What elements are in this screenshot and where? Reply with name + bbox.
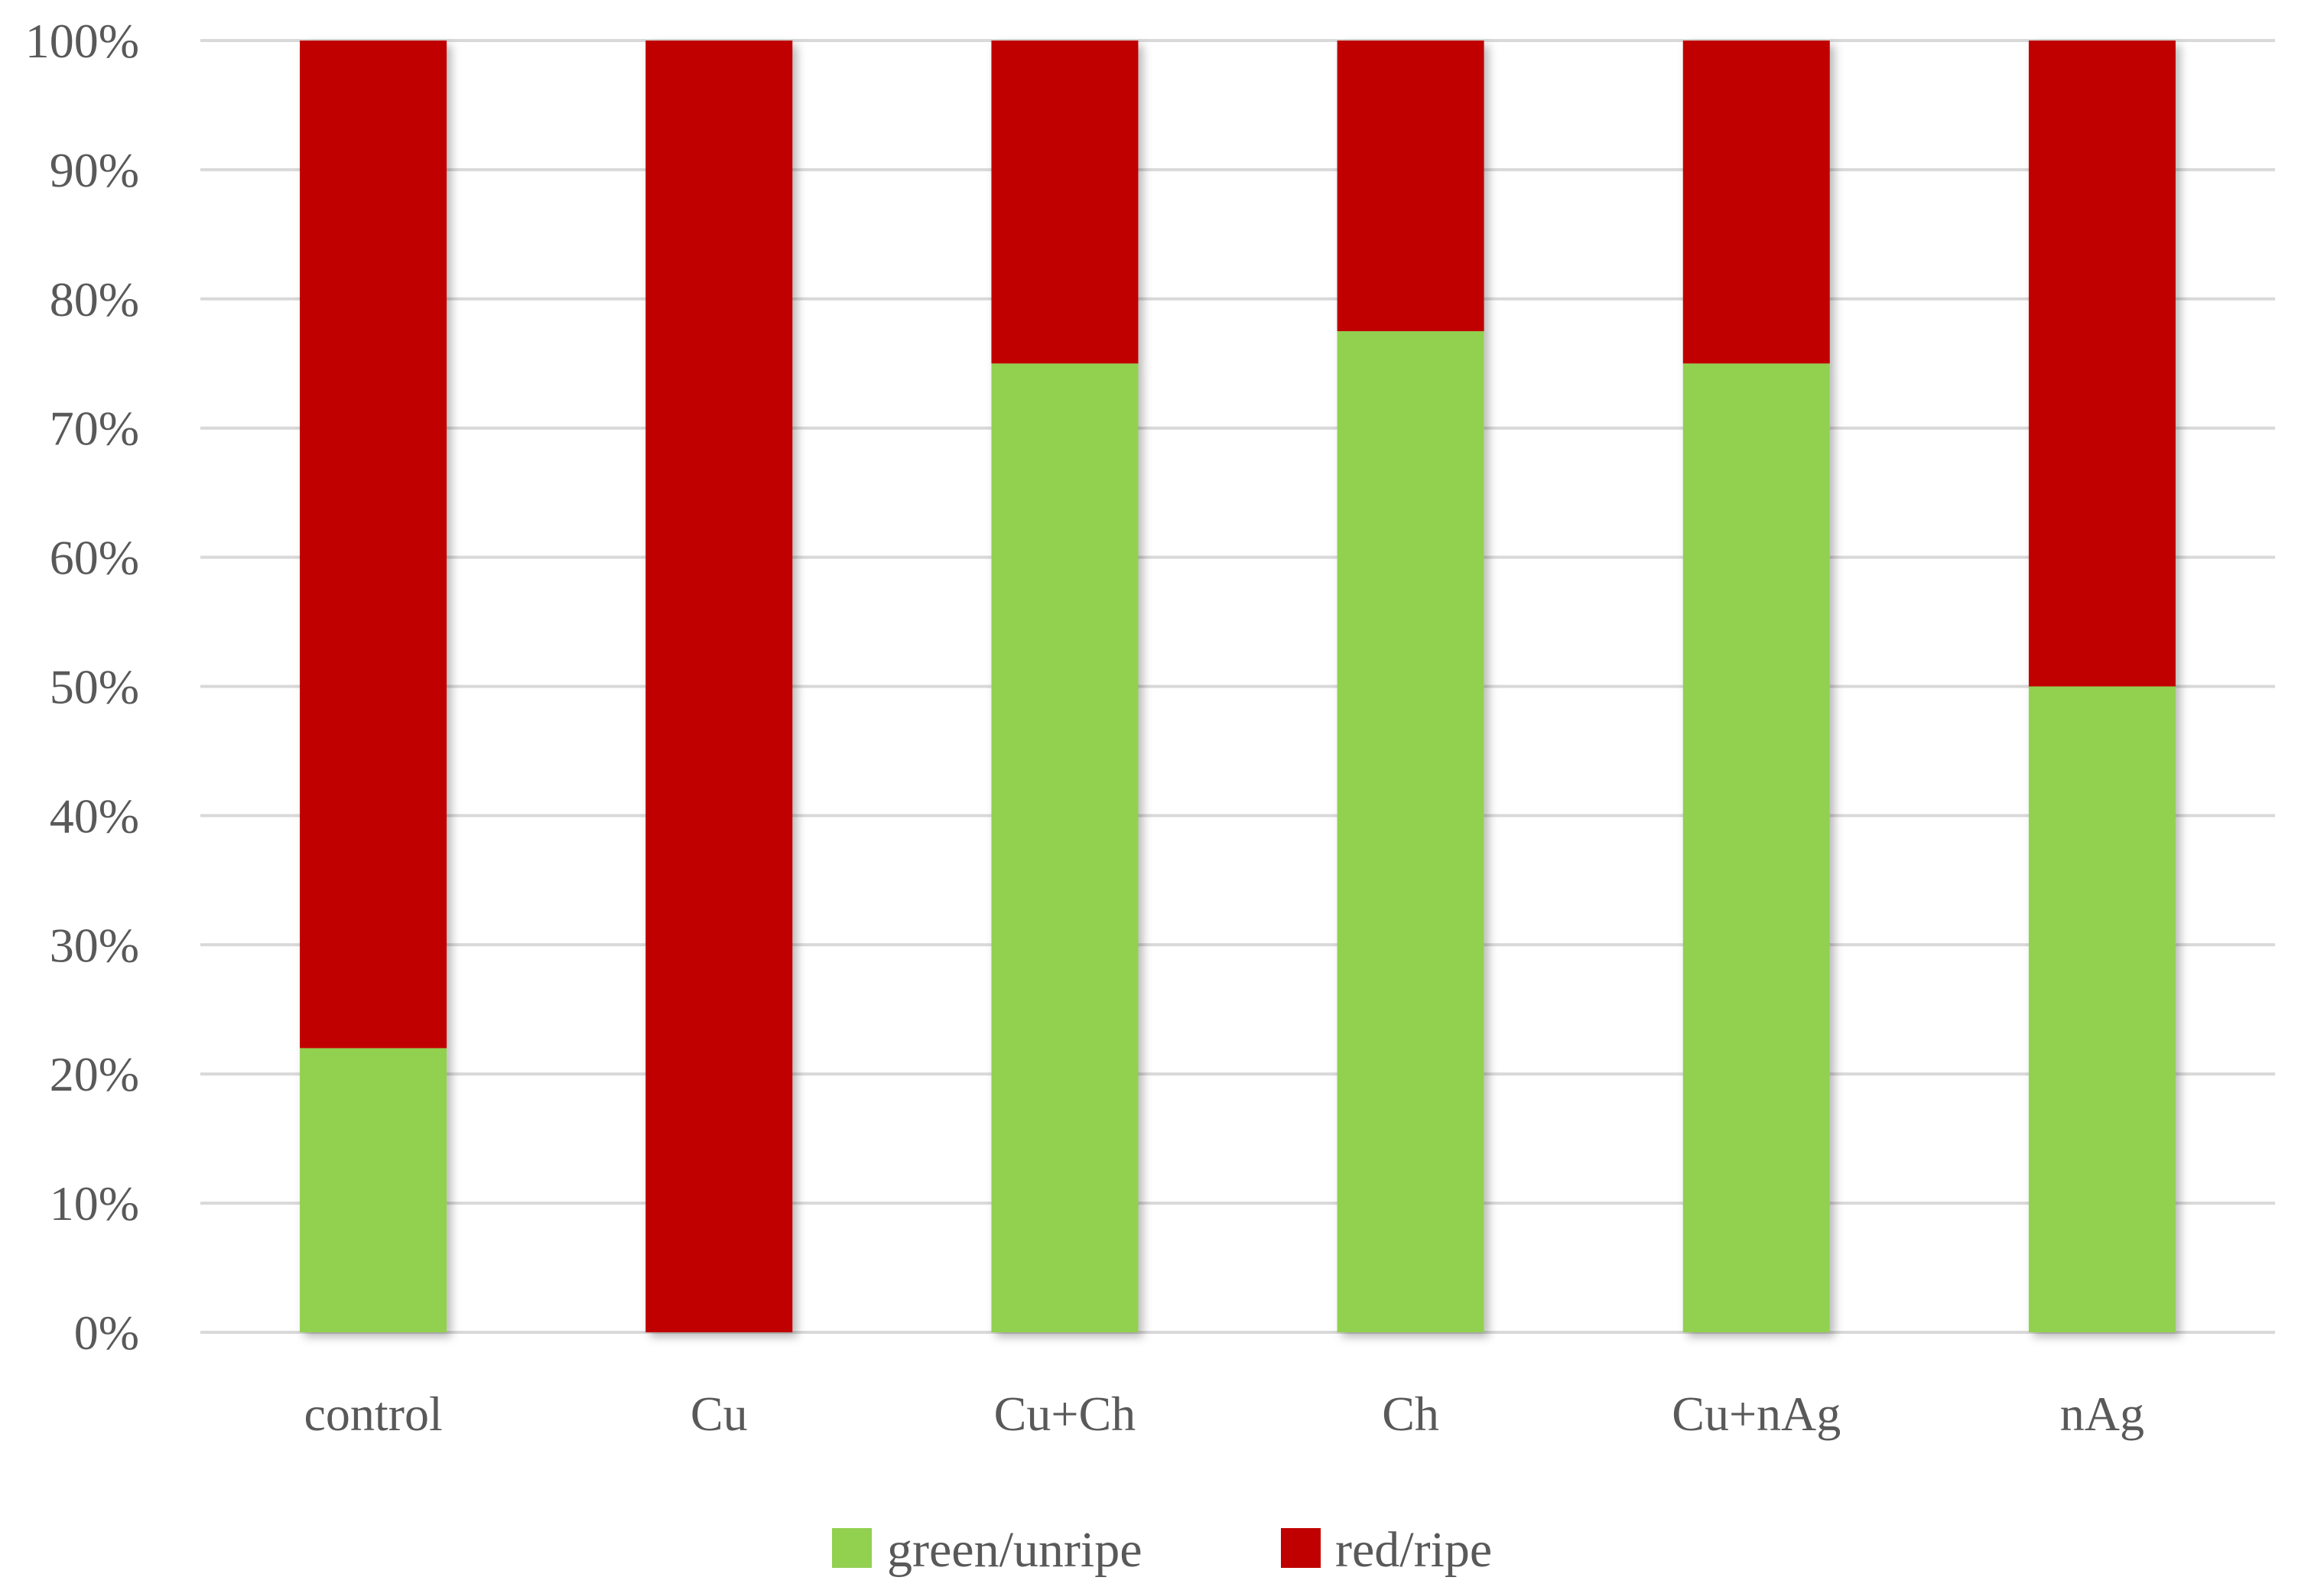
bar-stack-control xyxy=(300,41,447,1332)
bar-green-unripe xyxy=(1337,331,1484,1332)
y-tick-label: 60% xyxy=(50,531,139,585)
bar-green-unripe xyxy=(2028,686,2176,1332)
x-tick-label: Ch xyxy=(1382,1387,1439,1441)
legend-item-red-ripe: red/ripe xyxy=(1281,1522,1492,1578)
bar-red-ripe xyxy=(1337,41,1484,332)
x-axis-category-labels: control Cu Cu+Ch Ch Cu+nAg nAg xyxy=(304,1387,2144,1441)
bar-stack-cu-ch xyxy=(991,41,1139,1332)
bar-stack-cu xyxy=(645,41,793,1332)
y-tick-label: 90% xyxy=(50,143,139,197)
bar-red-ripe xyxy=(2028,41,2176,687)
bar-red-ripe xyxy=(645,41,793,1332)
gridlines xyxy=(200,39,2275,1334)
bar-stack-ch xyxy=(1337,41,1484,1332)
bar-green-unripe xyxy=(300,1048,447,1332)
bar-stack-nag xyxy=(2028,41,2176,1332)
y-tick-label: 0% xyxy=(74,1306,139,1360)
legend-label: green/unripe xyxy=(887,1522,1142,1578)
y-tick-label: 10% xyxy=(50,1176,139,1231)
y-tick-label: 20% xyxy=(50,1047,139,1101)
bar-green-unripe xyxy=(991,363,1139,1332)
legend-item-green-unripe: green/unripe xyxy=(832,1522,1142,1578)
y-tick-label: 70% xyxy=(50,402,139,456)
y-axis-tick-labels: 0% 10% 20% 30% 40% 50% 60% 70% 80% 90% 100% xyxy=(25,14,139,1360)
x-tick-label: nAg xyxy=(2060,1387,2144,1441)
y-tick-label: 100% xyxy=(25,14,139,68)
legend-swatch xyxy=(832,1528,872,1568)
bar-red-ripe xyxy=(991,41,1139,364)
legend-label: red/ripe xyxy=(1335,1522,1492,1578)
legend-swatch xyxy=(1281,1528,1321,1568)
y-tick-label: 40% xyxy=(50,789,139,843)
bar-stack-cu-nag xyxy=(1682,41,1830,1332)
x-tick-label: Cu xyxy=(691,1387,748,1441)
bars xyxy=(300,41,2176,1332)
x-tick-label: Cu+nAg xyxy=(1672,1387,1841,1441)
bar-green-unripe xyxy=(1682,363,1830,1332)
y-tick-label: 30% xyxy=(50,918,139,972)
bar-red-ripe xyxy=(1682,41,1830,364)
y-tick-label: 80% xyxy=(50,272,139,327)
x-tick-label: control xyxy=(304,1387,442,1441)
y-tick-label: 50% xyxy=(50,660,139,714)
x-tick-label: Cu+Ch xyxy=(994,1387,1136,1441)
legend: green/unripe red/ripe xyxy=(832,1522,1492,1578)
bar-red-ripe xyxy=(300,41,447,1049)
